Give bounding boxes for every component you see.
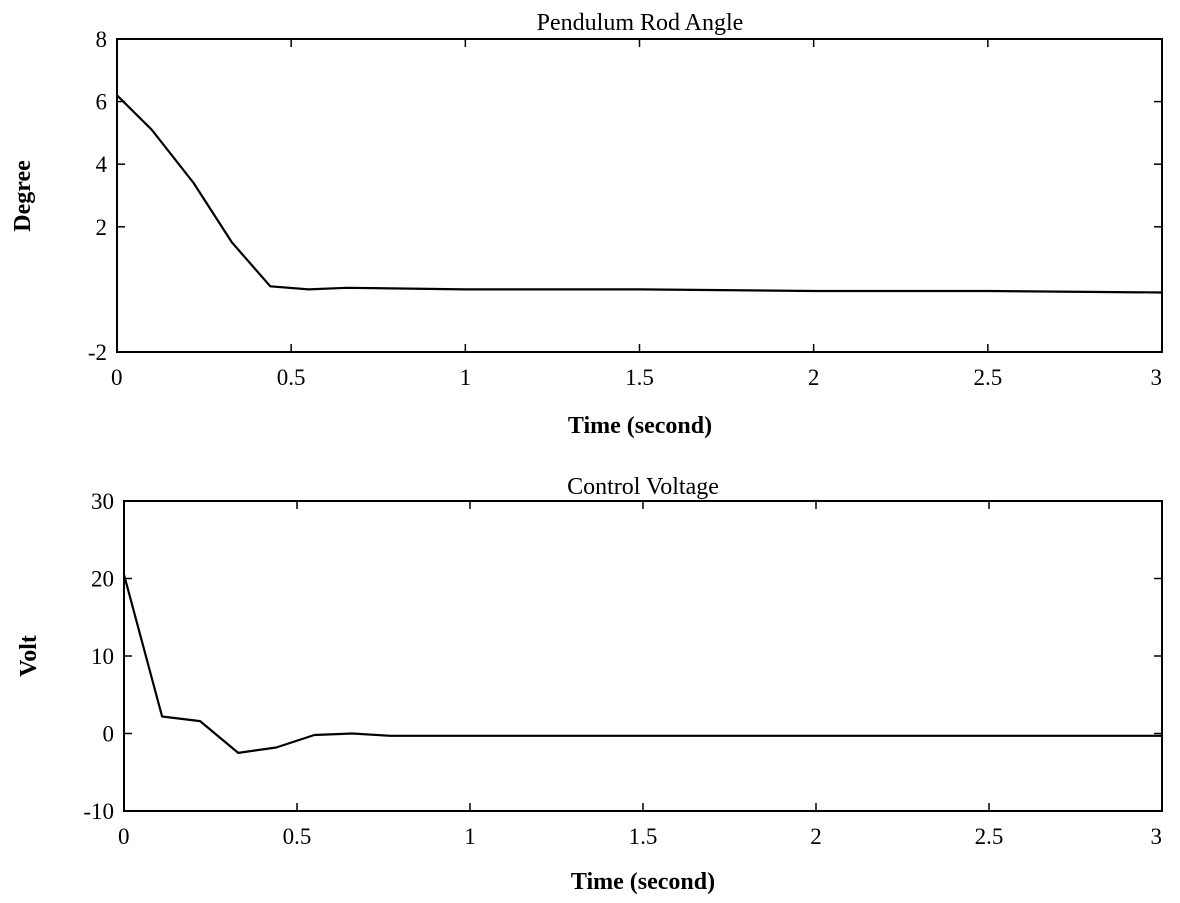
- x-tick-label: 1: [464, 824, 476, 849]
- x-tick-label: 1: [460, 365, 472, 390]
- y-tick-label: -10: [83, 799, 114, 824]
- x-tick-label: 2: [808, 365, 820, 390]
- y-tick-label: 10: [91, 644, 114, 669]
- x-tick-label: 2.5: [973, 365, 1002, 390]
- x-axis-label: Time (second): [571, 869, 715, 895]
- plot-frame: [123, 500, 1163, 812]
- y-axis-label: Degree: [10, 160, 36, 232]
- x-tick-label: 1.5: [629, 824, 658, 849]
- x-tick-label: 0.5: [277, 365, 306, 390]
- series-line: [122, 574, 1162, 755]
- plot-frame: [116, 38, 1163, 353]
- x-axis-label: Time (second): [568, 413, 712, 439]
- x-tick-label: 3: [1151, 824, 1163, 849]
- x-tick-label: 0: [111, 365, 123, 390]
- y-tick-label: 4: [96, 152, 108, 177]
- x-tick-label: 2.5: [975, 824, 1004, 849]
- voltage-chart: Control Voltage 0 0.5 1 1.5 2 2.5 3-100102030 …: [16, 474, 1163, 895]
- axis-ticks: 0 0.5 1 1.5 2 2.5 3 -2 2 4 6 8: [88, 27, 1163, 390]
- y-tick-label: 8: [96, 27, 108, 52]
- chart-title: Control Voltage: [567, 474, 719, 500]
- y-tick-label: 6: [96, 90, 108, 115]
- series-layer: [122, 574, 1162, 755]
- x-tick-label: 0: [118, 824, 130, 849]
- x-tick-label: 1.5: [625, 365, 654, 390]
- series-line: [116, 94, 1163, 294]
- y-tick-label: 20: [91, 567, 114, 592]
- y-tick-label: 30: [91, 489, 114, 514]
- y-tick-label: -2: [88, 340, 107, 365]
- y-tick-label: 2: [96, 215, 108, 240]
- y-axis-label: Volt: [16, 635, 42, 677]
- x-tick-label: 0.5: [283, 824, 312, 849]
- chart-title: Pendulum Rod Angle: [537, 10, 744, 36]
- angle-chart: Pendulum Rod Angle 0 0.5 1 1.5 2 2.5 3 -2 2 4 6 8 T…: [10, 10, 1163, 439]
- y-tick-label: 0: [103, 722, 115, 747]
- series-layer: [116, 94, 1163, 294]
- x-tick-label: 2: [810, 824, 822, 849]
- x-tick-label: 3: [1151, 365, 1163, 390]
